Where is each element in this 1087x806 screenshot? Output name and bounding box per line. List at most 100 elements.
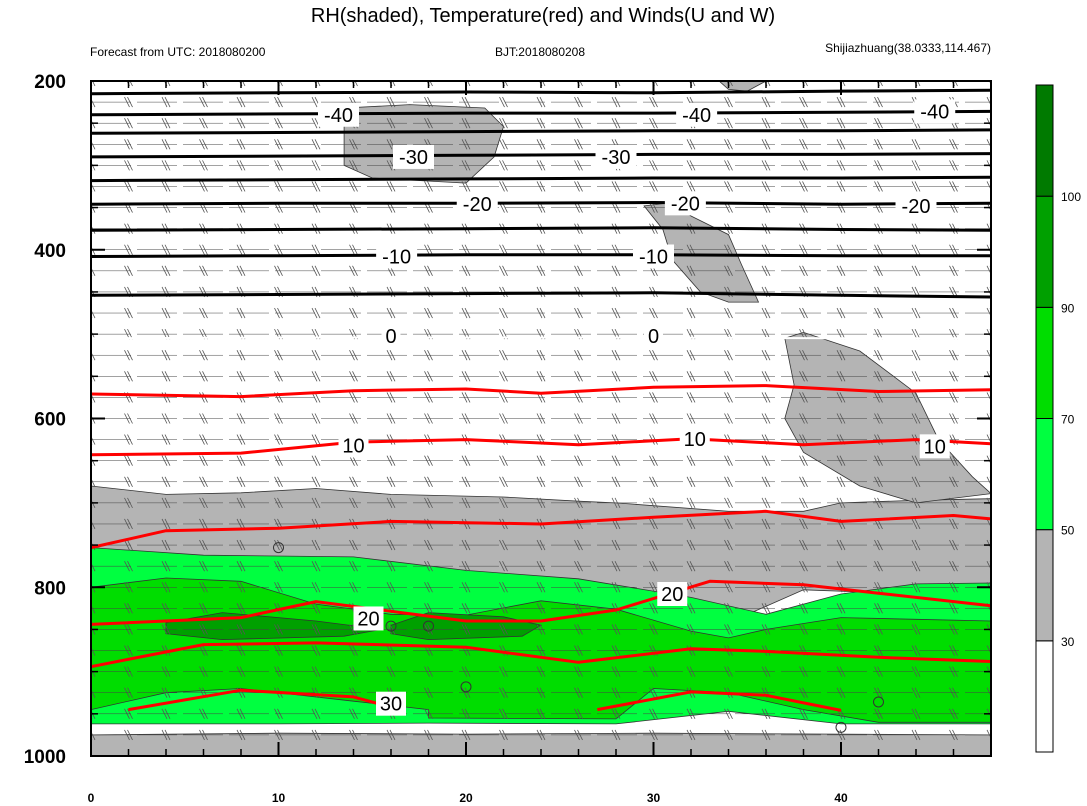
x-tick-label: 40 bbox=[834, 791, 848, 805]
wind-barb bbox=[911, 603, 921, 614]
contour-label-12: 10 bbox=[342, 436, 364, 458]
rh-region-4 bbox=[718, 81, 767, 92]
contour-label-17: 30 bbox=[380, 694, 402, 716]
wind-barb bbox=[911, 666, 921, 677]
wind-barb bbox=[911, 392, 921, 403]
contour-label-box-7 bbox=[895, 193, 937, 218]
chart-title: RH(shaded), Temperature(red) and Winds(U… bbox=[311, 5, 775, 27]
contour-label-box-8 bbox=[376, 244, 418, 269]
temperature-contour-12 bbox=[91, 509, 991, 550]
temperature-contour-14 bbox=[91, 641, 991, 669]
wind-barb bbox=[911, 645, 921, 656]
colorbar-label: 30 bbox=[1061, 635, 1075, 649]
temperature-contour-16 bbox=[597, 690, 842, 712]
wind-barb bbox=[911, 560, 921, 572]
contour-label-box-11 bbox=[644, 323, 663, 348]
contour-label-box-16 bbox=[657, 582, 688, 606]
contour-label-6: -20 bbox=[671, 193, 700, 215]
contour-label-box-4 bbox=[595, 144, 637, 169]
colorbar: 30 50 70 90 100 bbox=[1035, 84, 1081, 753]
calm-marker-0 bbox=[273, 542, 284, 554]
x-tick-label: 0 bbox=[88, 791, 95, 805]
x-tick-label: 30 bbox=[647, 791, 661, 805]
wind-barb bbox=[911, 413, 921, 424]
contour-label-box-5 bbox=[456, 192, 498, 217]
temperature-contour-15 bbox=[128, 688, 392, 712]
rh-region-1 bbox=[343, 104, 504, 184]
wind-barb bbox=[911, 350, 921, 361]
colorbar-label: 90 bbox=[1061, 301, 1075, 315]
colorbar-bin-0 bbox=[1035, 640, 1054, 753]
wind-barb bbox=[911, 476, 921, 487]
contour-label-box-0 bbox=[318, 102, 359, 127]
plot-area: -40 -40 -40 -30 -30 -20 -20 -20 -10 -10 0 0 10 10 10 20… bbox=[24, 72, 992, 805]
contour-label-box-2 bbox=[914, 99, 956, 124]
contour-label-box-1 bbox=[676, 102, 718, 127]
calm-marker-4 bbox=[873, 696, 884, 708]
wind-barb bbox=[911, 497, 921, 509]
contour-label-2: -40 bbox=[920, 101, 949, 123]
wind-barb bbox=[911, 244, 921, 255]
colorbar-bin-4 bbox=[1035, 195, 1054, 308]
colorbar-bin-2 bbox=[1035, 418, 1054, 531]
subtitle-center: BJT:2018080208 bbox=[495, 45, 585, 59]
contour-label-box-10 bbox=[381, 323, 401, 348]
temperature-contours bbox=[91, 88, 991, 712]
contour-label-16: 20 bbox=[661, 584, 683, 606]
y-tick-label: 400 bbox=[34, 241, 66, 262]
temperature-contour-3 bbox=[91, 152, 991, 159]
contour-label-box-6 bbox=[664, 191, 706, 216]
x-tick-label: 10 bbox=[272, 791, 286, 805]
contour-label-box-9 bbox=[633, 244, 674, 269]
colorbar-bin-5 bbox=[1035, 84, 1054, 197]
temperature-contour-10 bbox=[91, 384, 991, 399]
calm-marker-5 bbox=[835, 721, 847, 733]
colorbar-label: 50 bbox=[1061, 524, 1075, 538]
wind-barb bbox=[911, 687, 921, 698]
temperature-contour-0 bbox=[91, 88, 991, 96]
contour-labels: -40 -40 -40 -30 -30 -20 -20 -20 -10 -10 0 0 10 10 10 20… bbox=[318, 99, 956, 716]
subtitle-left: Forecast from UTC: 2018080200 bbox=[90, 45, 266, 59]
temperature-contour-9 bbox=[91, 336, 991, 340]
calm-marker-2 bbox=[423, 620, 434, 632]
wind-barb bbox=[911, 729, 921, 741]
wind-barb bbox=[911, 181, 921, 192]
contour-label-14: 10 bbox=[924, 436, 946, 458]
temperature-contour-13 bbox=[91, 579, 991, 626]
wind-barb bbox=[911, 539, 921, 551]
wind-barb bbox=[911, 139, 921, 150]
wind-barb bbox=[911, 708, 921, 719]
y-tick-label: 600 bbox=[34, 410, 66, 431]
calm-markers bbox=[273, 542, 884, 733]
temperature-contour-8 bbox=[91, 291, 991, 299]
temperature-contour-4 bbox=[91, 175, 991, 183]
calm-marker-3 bbox=[460, 681, 472, 693]
contour-label-box-17 bbox=[376, 691, 406, 716]
contour-label-0: -40 bbox=[324, 105, 353, 127]
colorbar-bin-3 bbox=[1035, 306, 1054, 420]
contour-label-7: -20 bbox=[902, 196, 931, 218]
x-tick-label: 20 bbox=[459, 791, 473, 805]
contour-label-box-12 bbox=[338, 433, 369, 458]
contour-label-box-15 bbox=[353, 606, 384, 631]
wind-barb bbox=[911, 371, 921, 382]
contour-label-1: -40 bbox=[682, 105, 711, 127]
temperature-contour-2 bbox=[91, 128, 991, 135]
contour-label-11: 0 bbox=[648, 326, 659, 348]
wind-barb bbox=[911, 624, 921, 635]
contour-label-13: 10 bbox=[684, 429, 706, 451]
wind-barb bbox=[911, 160, 921, 171]
temperature-contour-1 bbox=[91, 109, 991, 117]
temperature-contour-7 bbox=[91, 253, 991, 258]
contour-label-5: -20 bbox=[463, 194, 492, 216]
temperature-contour-5 bbox=[91, 201, 991, 206]
rh-region-3 bbox=[784, 331, 991, 504]
temperature-contour-6 bbox=[91, 226, 991, 232]
contour-label-10: 0 bbox=[385, 326, 396, 348]
contour-label-8: -10 bbox=[382, 247, 411, 269]
temperature-contour-11 bbox=[91, 437, 991, 457]
contour-label-box-3 bbox=[393, 144, 434, 169]
contour-label-box-13 bbox=[679, 426, 710, 451]
